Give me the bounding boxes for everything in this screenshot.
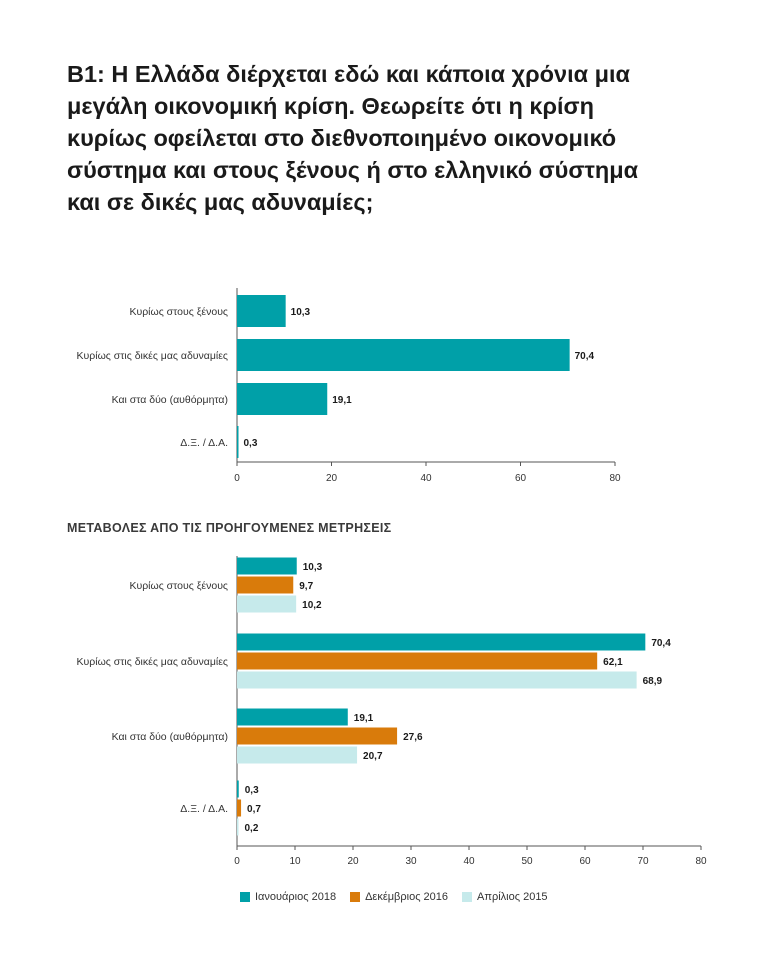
bar — [237, 576, 294, 594]
bar-value-label: 70,4 — [651, 638, 671, 649]
category-label: Κυρίως στις δικές μας αδυναμίες — [77, 656, 228, 668]
x-tick-label: 60 — [579, 856, 591, 867]
bar — [237, 746, 358, 764]
chart-comparison: 0 10 20 30 40 50 60 70 80 Κυρίως στους ξένους 10,3… — [77, 556, 707, 867]
x-tick-label: 40 — [463, 856, 475, 867]
bar-value-label: 10,2 — [302, 600, 322, 611]
category-label: Κυρίως στις δικές μας αδυναμίες — [77, 350, 228, 362]
chart-current: 0 20 40 60 80 Κυρίως στους ξένους 10,3 Κυρίως σ… — [77, 288, 621, 484]
bar-value-label: 0,3 — [245, 785, 259, 796]
legend-label-jan2018: Ιανουάριος 2018 — [255, 891, 337, 903]
legend-label-apr2015: Απρίλιος 2015 — [477, 891, 548, 903]
bar — [237, 818, 239, 836]
bar — [237, 383, 328, 415]
legend-label-dec2016: Δεκέμβριος 2016 — [365, 891, 449, 903]
x-tick-label: 30 — [405, 856, 417, 867]
bar — [237, 671, 637, 689]
category-label: Και στα δύο (αυθόρμητα) — [112, 394, 228, 406]
bar — [237, 652, 598, 670]
bar — [237, 708, 348, 726]
page-title: Β1: Η Ελλάδα διέρχεται εδώ και κάποια χρ… — [67, 61, 639, 215]
x-tick-label: 50 — [521, 856, 533, 867]
x-tick-label: 80 — [609, 473, 621, 484]
x-tick-label: 40 — [420, 473, 432, 484]
x-tick-label: 80 — [695, 856, 707, 867]
x-tick-label: 10 — [289, 856, 301, 867]
bar-value-label: 19,1 — [332, 395, 352, 406]
bar — [237, 295, 286, 327]
category-label: Δ.Ξ. / Δ.Α. — [180, 803, 228, 815]
legend-item-jan2018: Ιανουάριος 2018 — [240, 891, 336, 903]
legend-swatch-jan2018 — [240, 892, 250, 902]
bar-value-label: 68,9 — [643, 676, 663, 687]
bar-value-label: 20,7 — [363, 751, 383, 762]
bar — [237, 595, 297, 613]
bar — [237, 557, 297, 575]
bar — [237, 426, 239, 458]
bar-value-label: 10,3 — [291, 307, 311, 318]
bar-value-label: 62,1 — [603, 657, 623, 668]
legend-swatch-apr2015 — [462, 892, 473, 902]
x-tick-label: 0 — [234, 473, 240, 484]
bar — [237, 727, 398, 745]
chart-legend: Ιανουάριος 2018 Δεκέμβριος 2016 Απρίλιος… — [240, 889, 548, 905]
x-tick-label: 60 — [515, 473, 527, 484]
bar — [237, 780, 239, 798]
bar-value-label: 0,3 — [244, 438, 258, 449]
category-label: Κυρίως στους ξένους — [129, 580, 228, 592]
bar-value-label: 0,2 — [245, 823, 259, 834]
chart-subtitle: ΜΕΤΑΒΟΛΕΣ ΑΠΟ ΤΙΣ ΠΡΟΗΓΟΥΜΕΝΕΣ ΜΕΤΡΗΣΕΙΣ — [67, 521, 392, 535]
category-label: Δ.Ξ. / Δ.Α. — [180, 437, 228, 449]
x-tick-label: 20 — [347, 856, 359, 867]
bar — [237, 633, 646, 651]
bar-value-label: 9,7 — [299, 581, 313, 592]
bar — [237, 339, 570, 371]
bar — [237, 799, 242, 817]
legend-swatch-dec2016 — [350, 892, 361, 902]
bar-value-label: 27,6 — [403, 732, 423, 743]
category-label: Κυρίως στους ξένους — [129, 306, 228, 318]
bar-value-label: 0,7 — [247, 804, 261, 815]
x-tick-label: 20 — [326, 473, 338, 484]
x-tick-label: 70 — [637, 856, 649, 867]
bar-value-label: 19,1 — [354, 713, 374, 724]
legend-item-apr2015: Απρίλιος 2015 — [462, 891, 548, 903]
bar-value-label: 10,3 — [303, 562, 323, 573]
legend-item-dec2016: Δεκέμβριος 2016 — [350, 891, 448, 903]
category-label: Και στα δύο (αυθόρμητα) — [112, 731, 228, 743]
bar-value-label: 70,4 — [575, 351, 595, 362]
x-tick-label: 0 — [234, 856, 240, 867]
